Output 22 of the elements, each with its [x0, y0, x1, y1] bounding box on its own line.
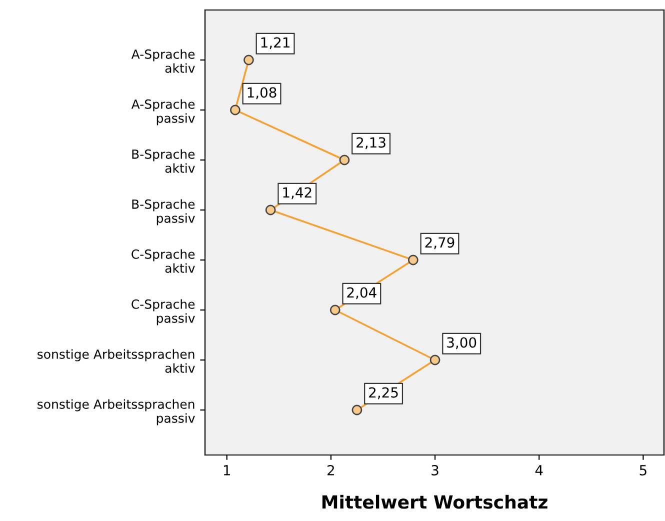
x-tick-label: 3: [432, 464, 438, 476]
y-tick-label: C-Sprache passiv: [132, 299, 195, 326]
x-tick-label: 2: [328, 464, 334, 476]
data-label: 3,00: [447, 337, 476, 350]
x-tick-label: 5: [640, 465, 646, 476]
data-label: 2,04: [347, 287, 376, 300]
y-tick-label: C-Sprache aktiv: [132, 249, 195, 273]
data-label: 2,13: [356, 137, 386, 150]
data-label: 2,25: [369, 387, 398, 400]
x-tick-label: 4: [535, 465, 543, 476]
data-label: 1,42: [283, 187, 312, 200]
y-tick-label: B-Sprache passiv: [132, 199, 195, 226]
data-label: 1,21: [261, 37, 290, 50]
y-tick-label: A-Sprache aktiv: [131, 49, 195, 73]
x-axis-title: Mittelwert Wortschatz: [322, 494, 548, 509]
x-tick-label: 1: [224, 465, 230, 476]
y-tick-label: sonstige Arbeitssprachen aktiv: [38, 349, 195, 373]
data-label: 1,08: [248, 87, 276, 100]
data-label: 2,79: [425, 237, 454, 250]
y-tick-label: A-Sprache passiv: [131, 99, 195, 126]
y-tick-label: B-Sprache aktiv: [132, 149, 195, 173]
y-tick-label: sonstige Arbeitssprachen passiv: [38, 399, 195, 426]
